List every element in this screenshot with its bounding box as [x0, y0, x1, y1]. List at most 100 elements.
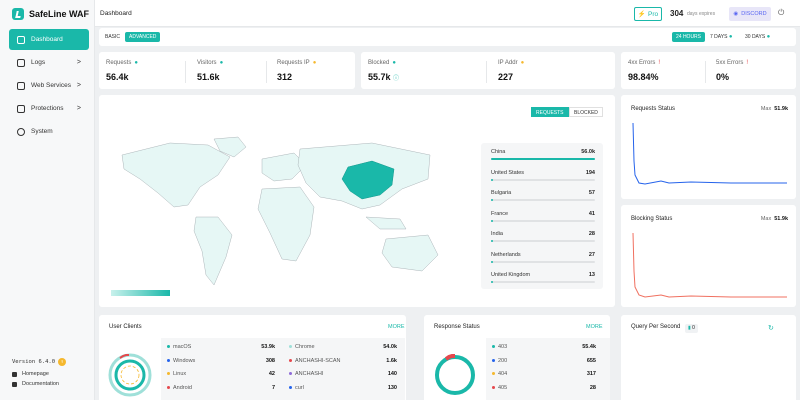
- legend-dot: [492, 385, 495, 389]
- map-north-america: [121, 142, 231, 208]
- bar-chart-icon: ▮: [688, 325, 691, 331]
- sidebar-item-label: Logs: [31, 59, 46, 66]
- sidebar-item-web-services[interactable]: Web Services >: [9, 75, 89, 96]
- divider: [266, 61, 267, 83]
- bolt-icon: ⚡: [637, 11, 646, 18]
- country-bar: [491, 281, 493, 283]
- legend-name: Android: [173, 384, 192, 391]
- country-bar: [491, 199, 493, 201]
- discord-button[interactable]: ◉ DISCORD: [729, 7, 771, 21]
- refresh-icon[interactable]: ↻: [768, 325, 774, 332]
- range-30-days[interactable]: 30 DAYS ●: [741, 32, 774, 42]
- stat-label: 5xx Errors: [716, 60, 744, 66]
- country-name: United States: [491, 169, 525, 176]
- range-7-days[interactable]: 7 DAYS ●: [706, 32, 736, 42]
- stat-label: Requests: [106, 60, 132, 66]
- legend-dot: [289, 345, 292, 349]
- legend-value: 53.9k: [261, 344, 275, 350]
- sidebar-item-label: Web Services: [31, 82, 71, 89]
- stat-label: IP Addr: [498, 60, 518, 66]
- safeline-logo-icon: [12, 8, 24, 20]
- legend-value: 308: [265, 357, 275, 364]
- max-value: 51.9k: [774, 216, 788, 222]
- country-row: France 41: [491, 211, 595, 231]
- max-readout: Max 51.9k: [761, 216, 788, 222]
- sidebar-nav: Dashboard Logs > Web Services > Protecti…: [9, 29, 89, 144]
- country-value: 56.0k: [581, 149, 595, 155]
- info-icon[interactable]: ⓘ: [393, 76, 400, 82]
- sidebar-footer: Version 6.4.0 ↑ Homepage Documentation: [12, 358, 92, 391]
- legend-name: Linux: [173, 371, 187, 377]
- stat-value: 312: [277, 72, 293, 82]
- card-title: Blocking Status: [631, 216, 673, 222]
- country-ranking: China 56.0k United States 194 Bulgaria 57 Fran…: [481, 143, 603, 289]
- chevron-right-icon: >: [76, 82, 81, 89]
- legend-item: curl 130: [289, 385, 397, 393]
- documentation-link[interactable]: Documentation: [12, 381, 92, 387]
- pro-button[interactable]: ⚡ Pro: [634, 7, 662, 21]
- more-link[interactable]: MORE: [586, 324, 603, 330]
- response-status-legend: 403 55.4k 200 655 404 317 405 28: [486, 338, 610, 400]
- version: Version 6.4.0 ↑: [12, 358, 92, 366]
- logout-icon[interactable]: ⏻: [778, 8, 785, 17]
- country-row: United States 194: [491, 170, 595, 190]
- user-icon: ●: [134, 60, 138, 66]
- country-value: 13: [588, 272, 595, 278]
- update-badge-icon[interactable]: ↑: [58, 358, 67, 366]
- map-south-america: [193, 216, 233, 286]
- divider: [486, 61, 487, 83]
- country-track: [491, 178, 595, 181]
- brand[interactable]: SafeLine WAF: [12, 8, 89, 20]
- country-value: 57: [588, 190, 595, 196]
- legend-item: ANCHASHI 140: [289, 371, 397, 379]
- toggle-blocked[interactable]: BLOCKED: [569, 107, 603, 117]
- legend-value: 7: [271, 384, 275, 391]
- breadcrumb: Dashboard: [100, 10, 132, 17]
- legend-value: 42: [268, 371, 275, 377]
- protection-icon: [17, 104, 25, 113]
- chevron-right-icon: >: [76, 105, 81, 112]
- country-bar: [491, 219, 493, 222]
- discord-icon: ◉: [733, 11, 739, 17]
- legend-item: Chrome 54.0k: [289, 344, 397, 352]
- legend-dot: [492, 358, 495, 362]
- legend-dot: [289, 372, 292, 376]
- bulb-icon: ●: [520, 60, 525, 66]
- card-title: Query Per Second: [631, 324, 681, 330]
- stat-label: Requests IP: [277, 60, 310, 66]
- sidebar: SafeLine WAF Dashboard Logs > Web Servic…: [0, 0, 95, 400]
- card-title: Response Status: [434, 324, 480, 330]
- expire-days: 304: [670, 9, 684, 18]
- toggle-requests[interactable]: REQUESTS: [531, 107, 569, 117]
- sidebar-item-system[interactable]: System: [9, 121, 89, 142]
- mode-basic[interactable]: BASIC: [105, 34, 121, 40]
- legend-value: 655: [586, 357, 596, 364]
- sidebar-item-logs[interactable]: Logs >: [9, 52, 89, 73]
- country-row: India 28: [491, 231, 595, 251]
- homepage-link[interactable]: Homepage: [12, 371, 92, 377]
- version-label: Version 6.4.0: [12, 359, 56, 365]
- response-status-card: Response Status MORE 403 55.4k 200 655 404 31…: [424, 315, 610, 400]
- max-value: 51.9k: [774, 106, 788, 112]
- alert-icon: !: [746, 60, 749, 66]
- range-24-hours[interactable]: 24 HOURS: [672, 32, 706, 42]
- sidebar-item-dashboard[interactable]: Dashboard: [9, 29, 89, 50]
- legend-item: Windows 308: [167, 358, 275, 366]
- country-name: Bulgaria: [491, 190, 512, 196]
- stat-ip-addr: IP Addr ● 227: [498, 60, 524, 82]
- country-track: [491, 260, 595, 263]
- country-value: 194: [585, 169, 595, 176]
- legend-name: Chrome: [295, 344, 315, 350]
- sidebar-item-protections[interactable]: Protections >: [9, 98, 89, 119]
- legend-name: Windows: [173, 357, 196, 364]
- mode-advanced[interactable]: ADVANCED: [125, 32, 161, 42]
- stat-value: 227: [498, 72, 514, 82]
- discord-label: DISCORD: [741, 11, 767, 17]
- stat-5xx-errors: 5xx Errors! 0%: [716, 60, 748, 82]
- blocking-status-card: Blocking Status Max 51.9k: [621, 205, 796, 307]
- legend-value: 140: [387, 371, 397, 377]
- more-link[interactable]: MORE: [388, 324, 405, 330]
- chart-icon: [17, 35, 25, 44]
- range-label: 7 DAYS: [710, 34, 728, 40]
- country-value: 28: [588, 231, 595, 237]
